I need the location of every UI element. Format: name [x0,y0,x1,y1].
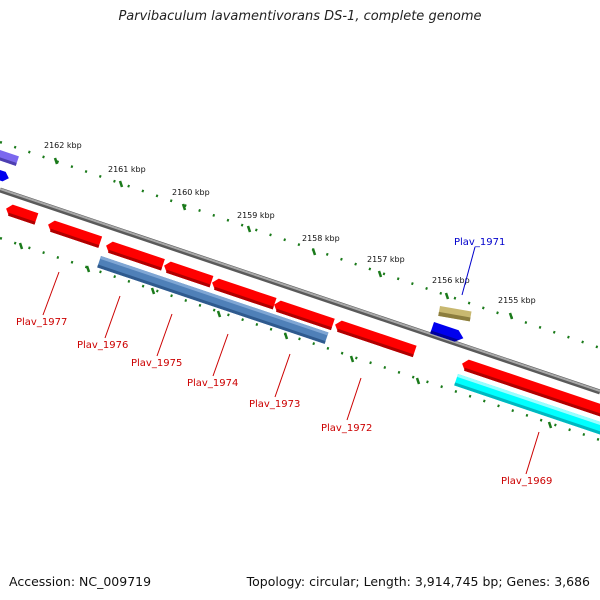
leader-line [275,354,290,397]
backbone-highlight [0,189,600,391]
outer-tick [248,226,250,232]
outer-tick [55,158,57,164]
genome-backbone [0,189,600,392]
gene-label[interactable]: Plav_1976 [77,340,128,351]
inner-tick [549,422,551,428]
gene-arrow-steel[interactable] [97,256,328,344]
reverse-genes-inner [97,256,600,440]
scale-label: 2155 kbp [498,296,536,305]
gene-arrow-olive[interactable] [438,306,471,321]
inner-tick [20,243,22,249]
inner-tick [417,378,419,384]
scale-label: 2157 kbp [367,255,405,264]
gene-arrow-blue-edge[interactable] [0,167,10,183]
outer-tick [446,293,448,299]
inner-tick [351,356,353,362]
scale-label: 2162 kbp [44,141,82,150]
scale-label: 2160 kbp [172,188,210,197]
scale-labels: 2162 kbp 2161 kbp 2160 kbp 2159 kbp 2158… [44,141,536,305]
leader-line [43,272,59,315]
scale-label: 2158 kbp [302,234,340,243]
gene-label[interactable]: Plav_1974 [187,378,238,389]
leader-line [213,334,228,376]
leader-line [157,314,172,356]
inner-tick [285,333,287,339]
gene-label[interactable]: Plav_1973 [249,399,300,410]
inner-tick [218,311,220,317]
inner-tick [152,288,154,294]
scale-label: 2161 kbp [108,165,146,174]
leader-line [526,432,539,474]
gene-arrow-violet[interactable] [0,147,19,166]
scale-label: 2156 kbp [432,276,470,285]
leader-line [105,296,120,338]
leader-line [347,378,361,420]
gene-highlight [100,256,328,335]
leader-line [462,247,475,295]
accession-label: Accession: NC_009719 [9,574,151,589]
scale-label: 2159 kbp [237,211,275,220]
outer-tick [313,249,315,255]
inner-tick [87,266,89,272]
outer-major-ticks [55,158,512,319]
gene-label[interactable]: Plav_1969 [501,476,552,487]
forward-genes [0,147,472,344]
genome-stats: Topology: circular; Length: 3,914,745 bp… [247,574,590,589]
gene-arrow-red[interactable] [4,203,38,225]
gene-body [0,167,10,183]
outer-tick [510,313,512,319]
gene-label[interactable]: Plav_1972 [321,423,372,434]
outer-tick [379,271,381,277]
outer-tick [120,181,122,187]
gene-label[interactable]: Plav_1977 [16,317,67,328]
gene-label[interactable]: Plav_1975 [131,358,182,369]
gene-label[interactable]: Plav_1971 [454,237,505,248]
